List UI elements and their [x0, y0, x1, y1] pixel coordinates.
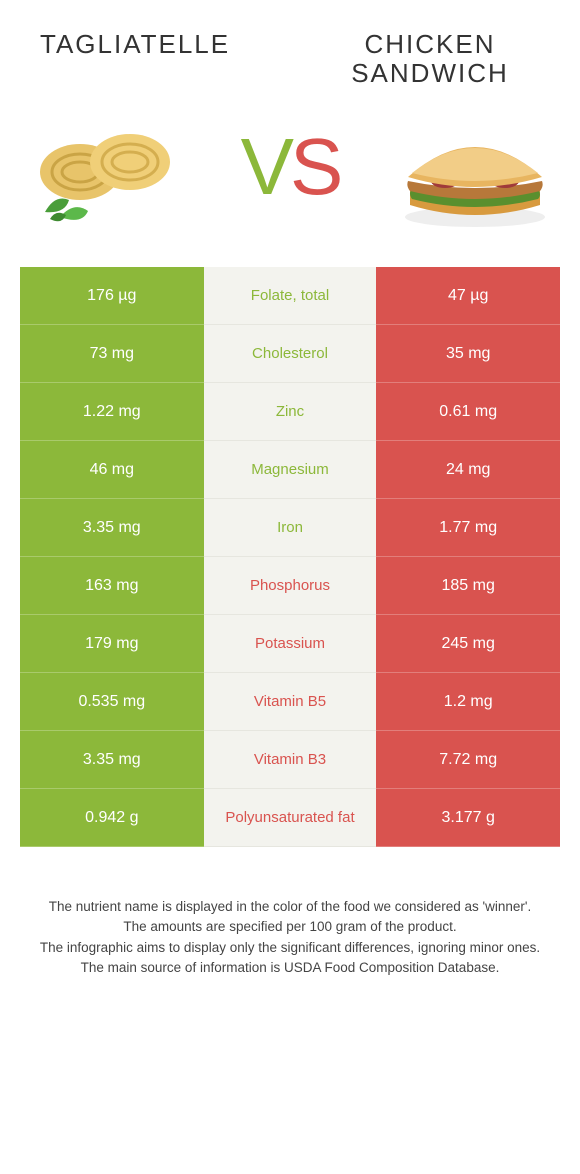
- cell-right-value: 245 mg: [376, 615, 560, 673]
- table-row: 0.942 gPolyunsaturated fat3.177 g: [20, 789, 560, 847]
- sandwich-icon: [390, 97, 560, 237]
- cell-nutrient-name: Vitamin B5: [204, 673, 377, 731]
- footer-line: The main source of information is USDA F…: [34, 958, 546, 978]
- table-row: 179 mgPotassium245 mg: [20, 615, 560, 673]
- cell-nutrient-name: Magnesium: [204, 441, 377, 499]
- cell-nutrient-name: Potassium: [204, 615, 377, 673]
- cell-right-value: 24 mg: [376, 441, 560, 499]
- titles-row: TAGLIATELLE CHICKEN SANDWICH: [20, 30, 560, 87]
- table-row: 176 µgFolate, total47 µg: [20, 267, 560, 325]
- cell-left-value: 179 mg: [20, 615, 204, 673]
- title-right-wrap: CHICKEN SANDWICH: [300, 30, 560, 87]
- vs-s: S: [290, 121, 339, 213]
- cell-right-value: 7.72 mg: [376, 731, 560, 789]
- table-row: 163 mgPhosphorus185 mg: [20, 557, 560, 615]
- table-row: 46 mgMagnesium24 mg: [20, 441, 560, 499]
- footer-line: The nutrient name is displayed in the co…: [34, 897, 546, 917]
- cell-right-value: 0.61 mg: [376, 383, 560, 441]
- table-row: 1.22 mgZinc0.61 mg: [20, 383, 560, 441]
- cell-left-value: 3.35 mg: [20, 731, 204, 789]
- nutrient-table: 176 µgFolate, total47 µg73 mgCholesterol…: [20, 267, 560, 847]
- cell-right-value: 3.177 g: [376, 789, 560, 847]
- cell-left-value: 3.35 mg: [20, 499, 204, 557]
- food-title-left: TAGLIATELLE: [40, 30, 300, 59]
- cell-nutrient-name: Iron: [204, 499, 377, 557]
- cell-left-value: 46 mg: [20, 441, 204, 499]
- cell-nutrient-name: Phosphorus: [204, 557, 377, 615]
- food-image-left: [20, 97, 190, 237]
- cell-nutrient-name: Folate, total: [204, 267, 377, 325]
- food-image-right: [390, 97, 560, 237]
- footer-notes: The nutrient name is displayed in the co…: [20, 897, 560, 978]
- cell-left-value: 176 µg: [20, 267, 204, 325]
- cell-right-value: 1.2 mg: [376, 673, 560, 731]
- cell-left-value: 0.535 mg: [20, 673, 204, 731]
- footer-line: The infographic aims to display only the…: [34, 938, 546, 958]
- vs-label: VS: [241, 121, 340, 213]
- table-row: 3.35 mgVitamin B37.72 mg: [20, 731, 560, 789]
- cell-left-value: 0.942 g: [20, 789, 204, 847]
- infographic-root: TAGLIATELLE CHICKEN SANDWICH VS: [0, 0, 580, 998]
- cell-nutrient-name: Polyunsaturated fat: [204, 789, 377, 847]
- cell-right-value: 47 µg: [376, 267, 560, 325]
- title-left-wrap: TAGLIATELLE: [20, 30, 300, 59]
- table-row: 73 mgCholesterol35 mg: [20, 325, 560, 383]
- cell-left-value: 1.22 mg: [20, 383, 204, 441]
- cell-right-value: 35 mg: [376, 325, 560, 383]
- tagliatelle-icon: [20, 97, 190, 237]
- cell-nutrient-name: Vitamin B3: [204, 731, 377, 789]
- cell-left-value: 163 mg: [20, 557, 204, 615]
- food-title-right: CHICKEN SANDWICH: [300, 30, 560, 87]
- table-row: 0.535 mgVitamin B51.2 mg: [20, 673, 560, 731]
- cell-right-value: 185 mg: [376, 557, 560, 615]
- cell-nutrient-name: Cholesterol: [204, 325, 377, 383]
- cell-nutrient-name: Zinc: [204, 383, 377, 441]
- hero-row: VS: [20, 97, 560, 237]
- footer-line: The amounts are specified per 100 gram o…: [34, 917, 546, 937]
- cell-left-value: 73 mg: [20, 325, 204, 383]
- table-row: 3.35 mgIron1.77 mg: [20, 499, 560, 557]
- cell-right-value: 1.77 mg: [376, 499, 560, 557]
- vs-v: V: [241, 121, 290, 213]
